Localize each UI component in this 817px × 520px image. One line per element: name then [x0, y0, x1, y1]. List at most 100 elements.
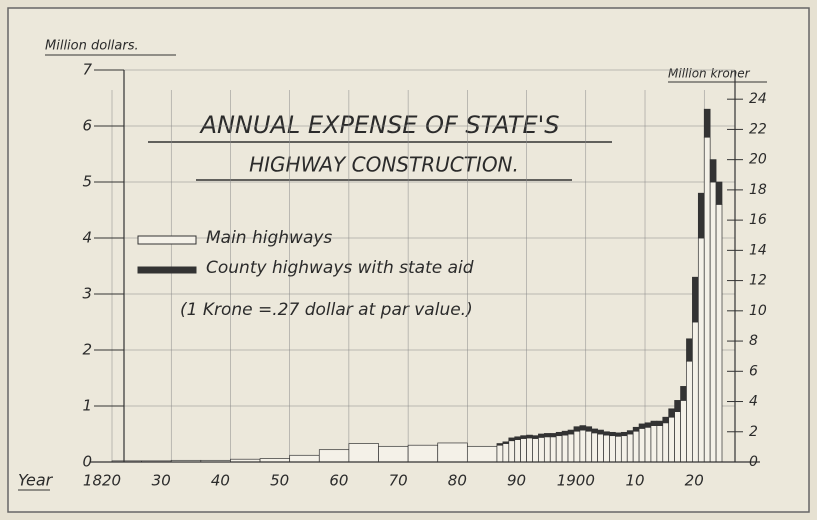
bar	[686, 338, 693, 362]
bar	[520, 435, 527, 439]
y-tick-label: 5	[82, 173, 92, 191]
x-tick-label: 20	[685, 472, 704, 490]
bar	[609, 431, 616, 437]
bar	[709, 181, 717, 463]
y2-tick-label: 12	[749, 273, 767, 289]
bar	[514, 439, 521, 463]
bar	[626, 433, 634, 463]
x-tick-label: 90	[507, 472, 526, 490]
y-tick-label: 1	[82, 397, 92, 415]
chart-title: ANNUAL EXPENSE OF STATE'S	[199, 111, 560, 139]
bar	[520, 438, 527, 463]
bar	[561, 430, 569, 436]
bar	[318, 449, 350, 463]
bar	[650, 425, 658, 463]
bar	[656, 425, 664, 463]
bar	[585, 426, 593, 432]
bar	[597, 429, 604, 435]
bar	[437, 442, 468, 463]
bar	[567, 429, 575, 435]
bar	[549, 433, 557, 438]
x-tick-label: 40	[211, 472, 230, 490]
y-axis-label: Million dollars.	[45, 39, 139, 54]
bar	[502, 443, 510, 463]
bar	[638, 428, 646, 463]
x-tick-label: 50	[270, 472, 289, 490]
bar	[715, 181, 723, 205]
bar	[532, 435, 539, 439]
bar	[615, 435, 622, 463]
bar	[514, 436, 521, 440]
y2-tick-label: 24	[749, 91, 767, 107]
x-axis-label: Year	[18, 471, 54, 490]
bar	[585, 430, 593, 463]
y-tick-label: 3	[82, 285, 92, 303]
bar	[466, 445, 498, 463]
legend-swatch	[137, 266, 197, 274]
y2-tick-label: 10	[749, 303, 767, 319]
y2-tick-label: 16	[749, 212, 767, 228]
y-tick-label: 4	[82, 229, 92, 247]
bar	[638, 423, 646, 429]
bar	[496, 443, 504, 446]
bar	[543, 433, 551, 438]
bar	[579, 429, 587, 463]
bar	[703, 136, 711, 463]
bar	[697, 237, 705, 463]
bar	[603, 434, 610, 463]
y2-tick-label: 14	[749, 242, 767, 258]
bar	[644, 422, 652, 428]
bar	[680, 400, 687, 463]
x-tick-label: 1900	[557, 472, 595, 490]
bar	[692, 321, 699, 463]
note: (1 Krone =.27 dollar at par value.)	[180, 300, 473, 320]
y2-tick-label: 6	[749, 363, 758, 379]
bar	[686, 360, 693, 463]
bar	[561, 434, 569, 463]
bar	[697, 192, 705, 239]
bar	[674, 411, 681, 463]
bar	[549, 436, 557, 463]
bar	[709, 159, 717, 183]
bar	[348, 443, 379, 463]
bar	[579, 425, 587, 431]
bar	[668, 408, 675, 418]
bar	[555, 435, 563, 463]
bar	[567, 433, 575, 463]
bar	[407, 444, 439, 463]
bar	[609, 435, 616, 463]
x-tick-label: 10	[625, 472, 644, 490]
bar	[644, 426, 652, 463]
bar	[620, 431, 628, 437]
y-tick-label: 7	[82, 61, 92, 79]
bar	[597, 433, 604, 463]
bar	[668, 416, 675, 463]
bar	[526, 434, 533, 439]
bar	[526, 437, 533, 463]
bar	[555, 431, 563, 437]
x-tick-label: 60	[329, 472, 348, 490]
x-tick-label: 70	[389, 472, 408, 490]
bar	[591, 428, 598, 434]
bar	[532, 438, 539, 463]
bar	[715, 204, 723, 463]
bar	[662, 422, 670, 463]
x-tick-label: 80	[448, 472, 467, 490]
y2-tick-label: 2	[749, 424, 758, 440]
x-tick-label: 30	[152, 472, 171, 490]
bar	[650, 420, 658, 426]
bar	[378, 445, 409, 463]
y-tick-label: 2	[82, 341, 92, 359]
bar	[573, 426, 581, 432]
legend-swatch	[137, 235, 197, 245]
bar	[632, 426, 640, 432]
bar	[620, 435, 628, 463]
bar	[692, 276, 699, 323]
legend-label: County highways with state aid	[206, 258, 474, 278]
x-tick-label: 1820	[83, 472, 121, 490]
bar	[680, 386, 687, 401]
bar	[508, 437, 516, 442]
y-tick-label: 6	[82, 117, 92, 135]
legend-label: Main highways	[206, 228, 332, 248]
bar	[289, 454, 320, 463]
